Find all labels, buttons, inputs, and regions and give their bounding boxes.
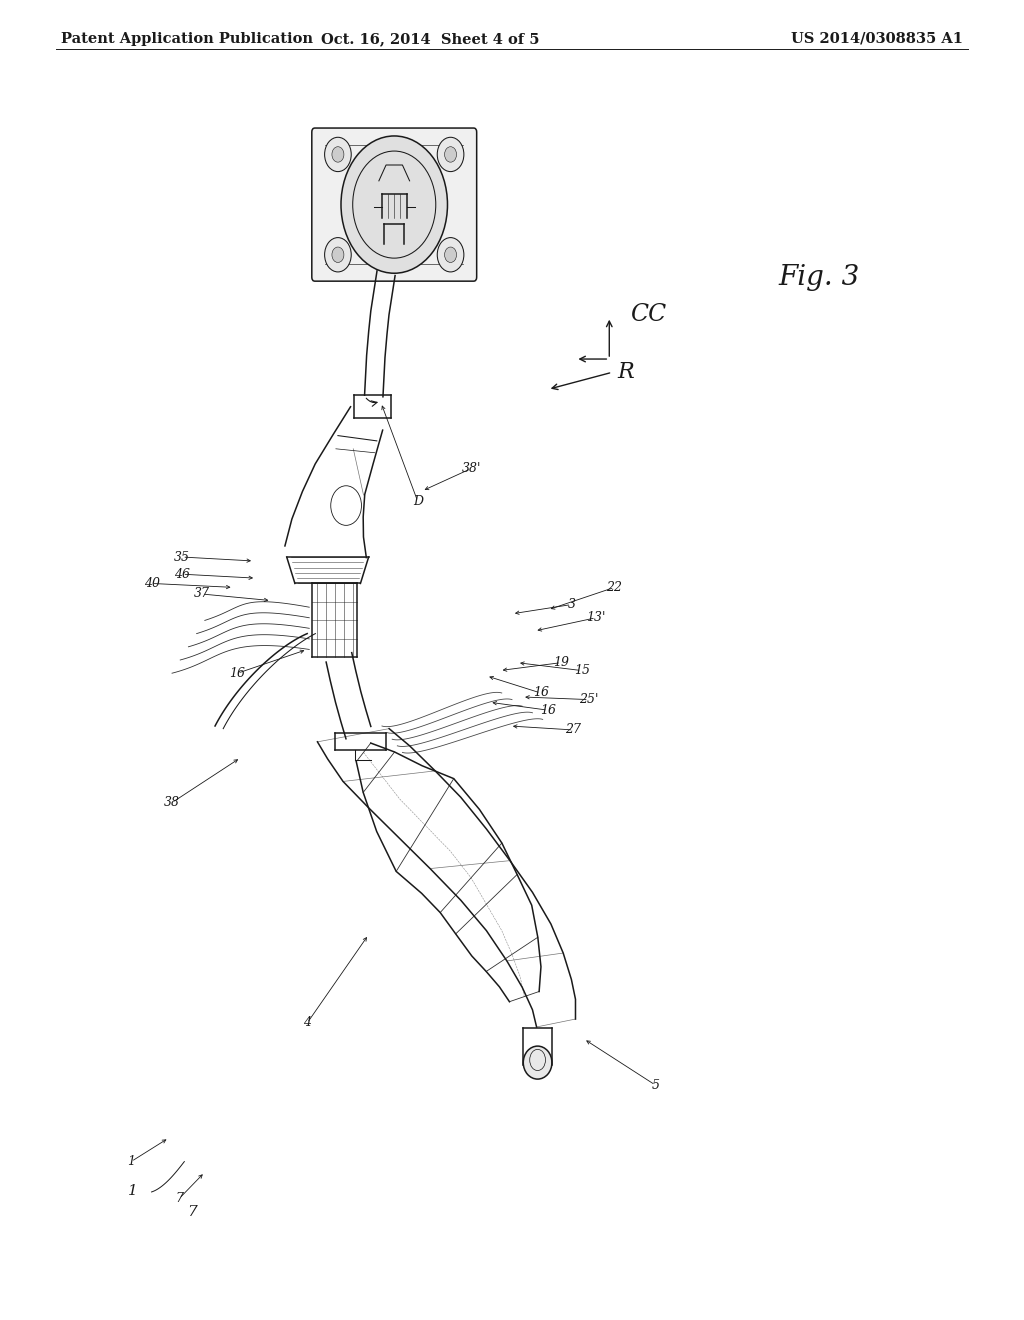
Text: 38': 38' xyxy=(462,462,480,475)
FancyBboxPatch shape xyxy=(311,128,477,281)
Text: 38: 38 xyxy=(164,796,180,809)
Circle shape xyxy=(444,247,457,263)
Circle shape xyxy=(341,136,447,273)
Text: 15: 15 xyxy=(573,664,590,677)
Text: Oct. 16, 2014  Sheet 4 of 5: Oct. 16, 2014 Sheet 4 of 5 xyxy=(321,32,540,46)
Circle shape xyxy=(437,137,464,172)
Circle shape xyxy=(444,147,457,162)
Text: 1: 1 xyxy=(128,1184,138,1197)
Text: 27: 27 xyxy=(565,723,582,737)
Circle shape xyxy=(332,147,344,162)
Text: 16: 16 xyxy=(532,686,549,700)
Text: 3: 3 xyxy=(567,598,575,611)
Text: Patent Application Publication: Patent Application Publication xyxy=(61,32,313,46)
Text: 5: 5 xyxy=(651,1078,659,1092)
Text: 37: 37 xyxy=(194,587,210,601)
Text: 35: 35 xyxy=(174,550,190,564)
Text: 46: 46 xyxy=(174,568,190,581)
Text: 4: 4 xyxy=(303,1016,311,1030)
Text: CC: CC xyxy=(630,302,666,326)
Circle shape xyxy=(332,247,344,263)
Text: 13': 13' xyxy=(587,611,605,624)
Text: 7: 7 xyxy=(175,1192,183,1205)
Text: 19: 19 xyxy=(553,656,569,669)
Text: 7: 7 xyxy=(187,1205,198,1218)
Text: R: R xyxy=(617,362,634,383)
Text: 16: 16 xyxy=(229,667,246,680)
Text: D: D xyxy=(413,495,423,508)
Text: 25': 25' xyxy=(580,693,598,706)
Text: 22: 22 xyxy=(606,581,623,594)
Text: 1: 1 xyxy=(127,1155,135,1168)
Circle shape xyxy=(325,137,351,172)
Ellipse shape xyxy=(523,1045,552,1080)
Text: 40: 40 xyxy=(143,577,160,590)
Circle shape xyxy=(437,238,464,272)
Text: Fig. 3: Fig. 3 xyxy=(778,264,860,290)
Text: US 2014/0308835 A1: US 2014/0308835 A1 xyxy=(791,32,963,46)
Circle shape xyxy=(325,238,351,272)
Text: 16: 16 xyxy=(540,704,556,717)
